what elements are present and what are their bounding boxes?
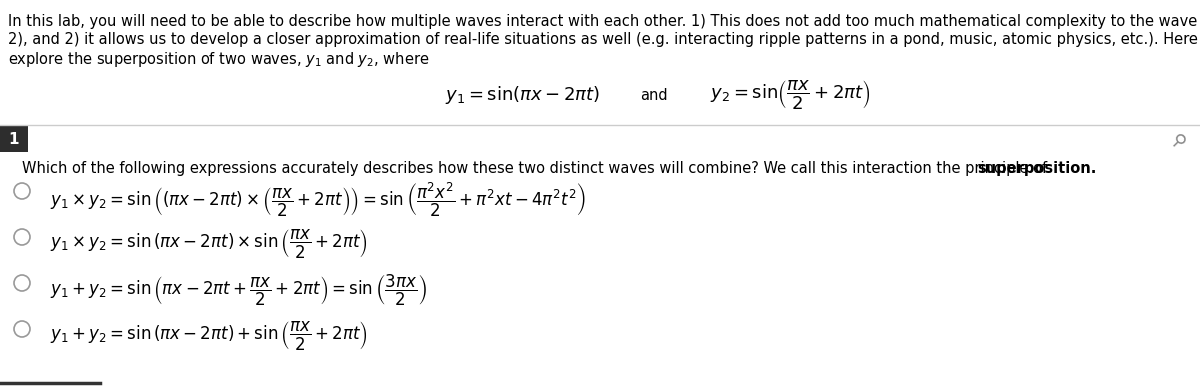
Text: Which of the following expressions accurately describes how these two distinct w: Which of the following expressions accur… [22, 161, 1051, 176]
Text: $y_2 = \sin\!\left(\dfrac{\pi x}{2} + 2\pi t\right)$: $y_2 = \sin\!\left(\dfrac{\pi x}{2} + 2\… [710, 78, 870, 112]
Circle shape [14, 229, 30, 245]
Text: $y_1 \times y_2 = \sin\left((\pi x - 2\pi t) \times \left(\dfrac{\pi x}{2} + 2\p: $y_1 \times y_2 = \sin\left((\pi x - 2\p… [50, 181, 586, 219]
Circle shape [14, 275, 30, 291]
Text: $y_1 + y_2 = \sin\left(\pi x - 2\pi t + \dfrac{\pi x}{2} + 2\pi t\right) = \sin\: $y_1 + y_2 = \sin\left(\pi x - 2\pi t + … [50, 273, 427, 308]
Text: $y_1 \times y_2 = \sin\left(\pi x - 2\pi t\right) \times \sin\left(\dfrac{\pi x}: $y_1 \times y_2 = \sin\left(\pi x - 2\pi… [50, 227, 367, 260]
Bar [0, 126, 28, 152]
Circle shape [14, 183, 30, 199]
Text: 2), and 2) it allows us to develop a closer approximation of real-life situation: 2), and 2) it allows us to develop a clo… [8, 32, 1200, 47]
Text: and: and [640, 87, 667, 103]
Text: ⚲: ⚲ [1166, 131, 1188, 153]
Text: superposition.: superposition. [977, 161, 1097, 176]
Text: $y_1 = \sin(\pi x - 2\pi t)$: $y_1 = \sin(\pi x - 2\pi t)$ [445, 84, 600, 106]
Text: $y_1 + y_2 = \sin\left(\pi x - 2\pi t\right) + \sin\left(\dfrac{\pi x}{2} + 2\pi: $y_1 + y_2 = \sin\left(\pi x - 2\pi t\ri… [50, 319, 367, 352]
Circle shape [14, 321, 30, 337]
Text: explore the superposition of two waves, $y_1$ and $y_2$, where: explore the superposition of two waves, … [8, 50, 430, 69]
Text: 1: 1 [8, 131, 19, 147]
Text: In this lab, you will need to be able to describe how multiple waves interact wi: In this lab, you will need to be able to… [8, 14, 1200, 29]
